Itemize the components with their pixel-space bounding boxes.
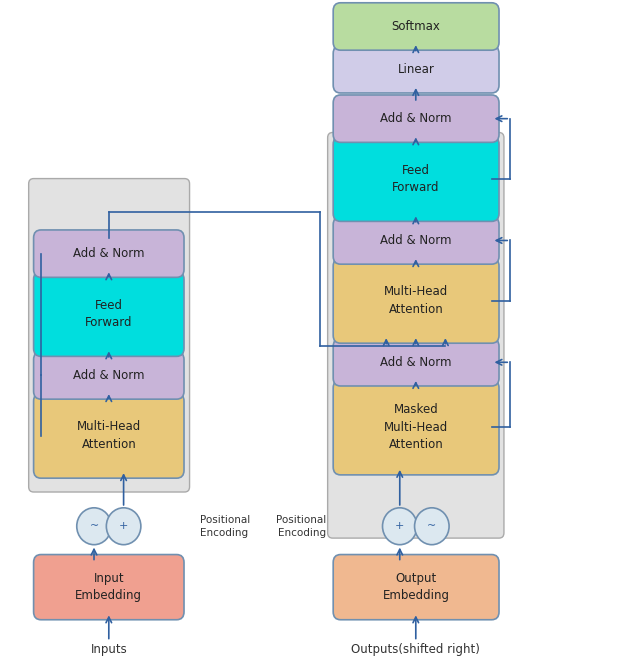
Text: Inputs: Inputs (90, 643, 127, 656)
Text: Output
Embedding: Output Embedding (383, 572, 450, 602)
Text: Add & Norm: Add & Norm (73, 369, 144, 382)
FancyBboxPatch shape (34, 230, 184, 278)
FancyBboxPatch shape (333, 554, 499, 620)
Text: Feed
Forward: Feed Forward (392, 163, 440, 194)
FancyBboxPatch shape (34, 352, 184, 399)
Text: Outputs(shifted right): Outputs(shifted right) (351, 643, 480, 656)
Text: Add & Norm: Add & Norm (381, 234, 452, 247)
Text: Add & Norm: Add & Norm (381, 112, 452, 125)
FancyBboxPatch shape (333, 258, 499, 343)
FancyBboxPatch shape (333, 136, 499, 221)
Text: Softmax: Softmax (392, 20, 440, 33)
Text: Positional
Encoding: Positional Encoding (276, 515, 327, 538)
Circle shape (383, 508, 417, 544)
Text: +: + (395, 521, 404, 531)
FancyBboxPatch shape (333, 46, 499, 93)
Text: +: + (119, 521, 128, 531)
Circle shape (414, 508, 449, 544)
Text: Multi-Head
Attention: Multi-Head Attention (384, 286, 448, 316)
Text: Linear: Linear (397, 63, 435, 76)
FancyBboxPatch shape (333, 339, 499, 386)
Circle shape (106, 508, 141, 544)
FancyBboxPatch shape (34, 393, 184, 478)
Text: Add & Norm: Add & Norm (381, 356, 452, 369)
FancyBboxPatch shape (333, 380, 499, 475)
FancyBboxPatch shape (333, 216, 499, 264)
FancyBboxPatch shape (333, 3, 499, 50)
Text: ~: ~ (90, 521, 99, 531)
Text: Masked
Multi-Head
Attention: Masked Multi-Head Attention (384, 404, 448, 452)
FancyBboxPatch shape (34, 272, 184, 357)
FancyBboxPatch shape (29, 179, 190, 492)
Text: Input
Embedding: Input Embedding (75, 572, 142, 602)
Circle shape (77, 508, 111, 544)
Text: Positional
Encoding: Positional Encoding (200, 515, 250, 538)
Text: Feed
Forward: Feed Forward (85, 299, 132, 329)
FancyBboxPatch shape (328, 133, 504, 538)
FancyBboxPatch shape (333, 95, 499, 142)
Text: Add & Norm: Add & Norm (73, 247, 144, 260)
Text: Multi-Head
Attention: Multi-Head Attention (77, 420, 141, 451)
FancyBboxPatch shape (34, 554, 184, 620)
Text: ~: ~ (427, 521, 437, 531)
